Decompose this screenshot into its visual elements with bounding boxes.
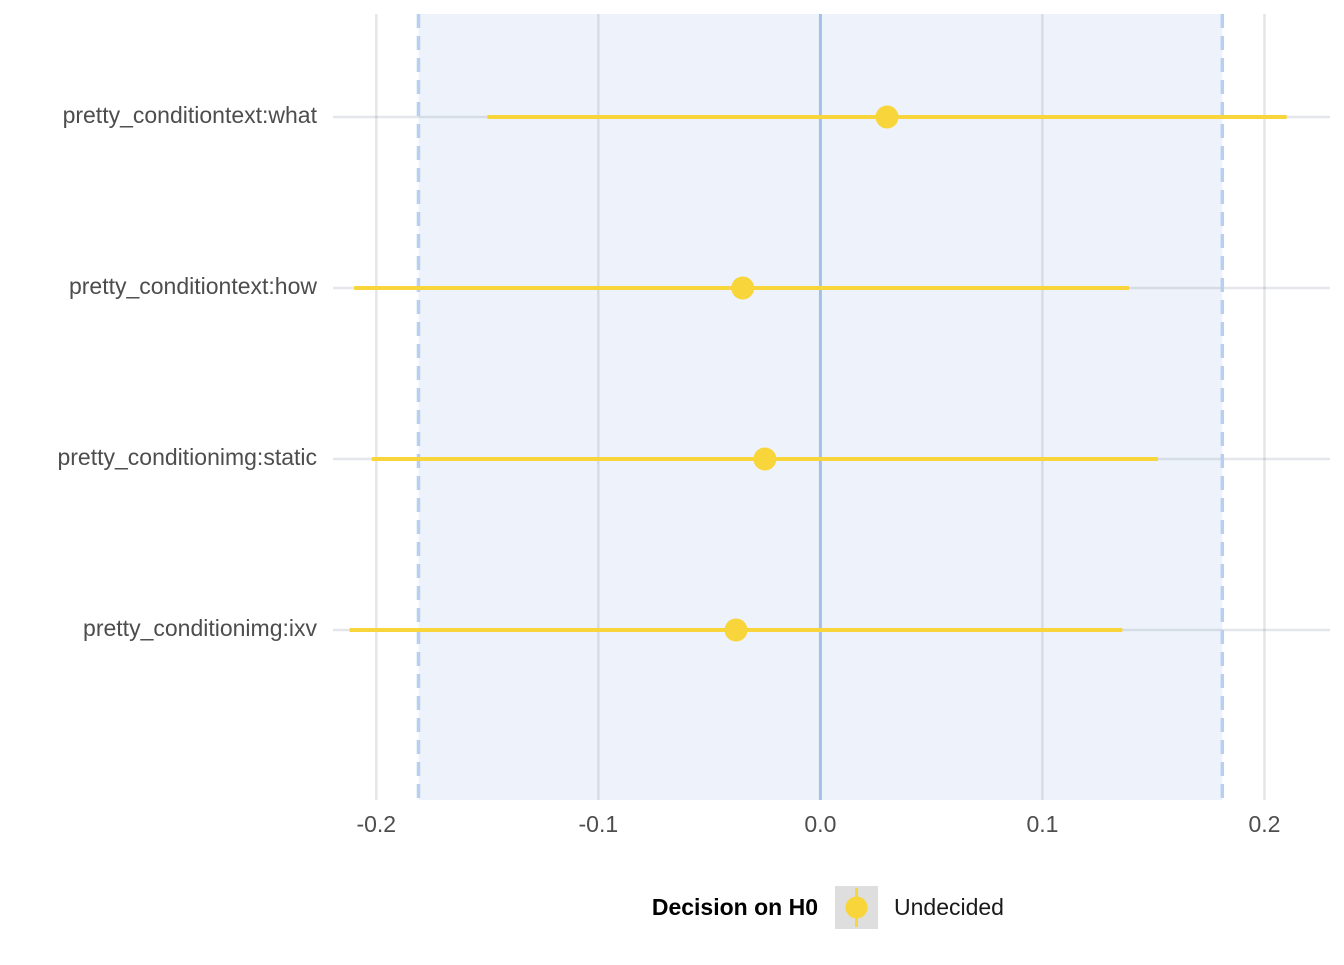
reference-layer [416, 14, 1225, 800]
y-tick-label: pretty_conditionimg:ixv [83, 615, 317, 641]
estimate-point [875, 105, 899, 129]
x-tick-label: 0.1 [1026, 811, 1058, 837]
y-tick-label: pretty_conditiontext:how [69, 273, 317, 299]
x-axis: -0.2 -0.1 0.0 0.1 0.2 [356, 811, 1280, 837]
x-tick-label: -0.1 [579, 811, 619, 837]
y-tick-label: pretty_conditiontext:what [63, 102, 318, 128]
legend: Decision on H0 Undecided [652, 886, 1004, 929]
y-tick-label: pretty_conditionimg:static [57, 444, 317, 470]
y-axis: pretty_conditiontext:what pretty_conditio… [57, 102, 317, 641]
x-tick-label: -0.2 [356, 811, 396, 837]
estimate-point [731, 276, 755, 300]
estimate-point [753, 447, 777, 471]
legend-key-point [845, 896, 868, 919]
estimate-point [724, 618, 748, 642]
x-tick-label: 0.2 [1249, 811, 1281, 837]
legend-entry-undecided: Undecided [894, 894, 1004, 920]
x-tick-label: 0.0 [804, 811, 836, 837]
data-layer [349, 105, 1287, 642]
legend-title: Decision on H0 [652, 894, 818, 920]
